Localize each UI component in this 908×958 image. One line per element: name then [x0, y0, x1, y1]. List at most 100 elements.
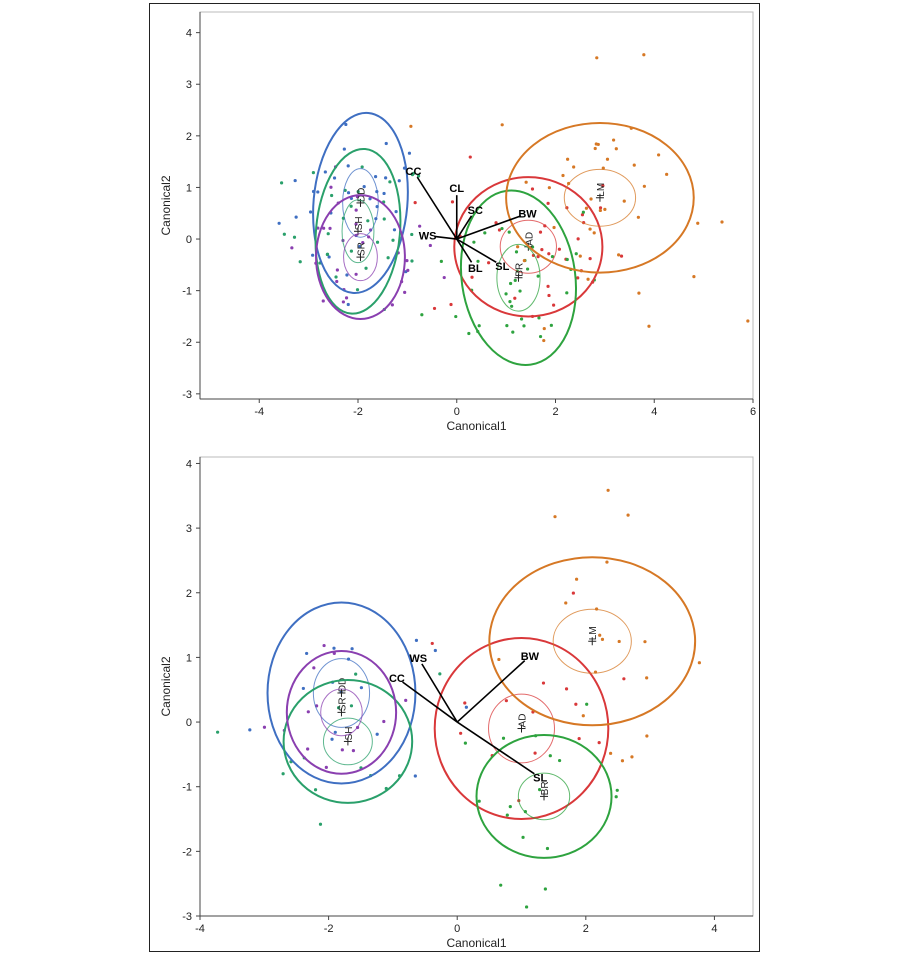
- y-tick-label: 1: [186, 182, 192, 194]
- mean-ellipse-br: [517, 772, 571, 821]
- data-point: [595, 56, 599, 60]
- data-point: [565, 257, 569, 262]
- density-ellipse-lm: [488, 556, 697, 727]
- y-tick-label: 0: [186, 234, 192, 246]
- data-point: [416, 174, 421, 178]
- data-point: [325, 252, 330, 256]
- data-point: [354, 208, 358, 212]
- x-tick-label: 2: [552, 406, 558, 418]
- data-point: [642, 184, 646, 188]
- data-point: [477, 799, 481, 803]
- density-ellipse-dd: [312, 111, 409, 294]
- mean-ellipse-ad: [488, 693, 555, 764]
- data-point: [386, 256, 390, 260]
- plot-area: [199, 456, 754, 917]
- data-point: [404, 698, 408, 702]
- data-point: [322, 226, 326, 230]
- y-axis-title: Canonical2: [159, 656, 173, 716]
- data-point: [450, 200, 455, 204]
- data-point: [277, 221, 281, 225]
- data-point: [483, 231, 487, 235]
- data-point: [349, 249, 354, 253]
- data-point: [308, 210, 313, 214]
- data-point: [557, 758, 562, 763]
- mean-ellipse-sr: [320, 688, 363, 737]
- data-point: [564, 687, 569, 691]
- data-point: [589, 197, 593, 201]
- data-point: [561, 173, 565, 178]
- data-point: [615, 788, 619, 792]
- data-point: [513, 296, 517, 300]
- data-point: [313, 788, 318, 792]
- data-point: [327, 255, 331, 259]
- biplot-ray-sl: [456, 238, 497, 263]
- y-tick-label: 4: [186, 458, 192, 470]
- density-ellipse-sh: [314, 147, 402, 315]
- data-point: [321, 299, 325, 303]
- data-point: [612, 138, 616, 142]
- data-point: [351, 749, 356, 753]
- biplot-ray-bl: [456, 238, 473, 263]
- biplot-ray-ws: [421, 663, 458, 723]
- data-point: [403, 290, 407, 294]
- data-point: [665, 172, 669, 176]
- data-point: [358, 244, 362, 249]
- y-tick-label: -2: [182, 337, 192, 349]
- mean-ellipse-lm: [563, 168, 637, 227]
- y-axis-title: Canonical2: [159, 175, 173, 235]
- data-point: [576, 276, 580, 280]
- data-point: [346, 164, 350, 168]
- data-point: [384, 141, 388, 146]
- biplot-ray-sc: [456, 215, 473, 240]
- data-point: [553, 515, 557, 519]
- data-point: [382, 191, 386, 196]
- data-point: [293, 178, 297, 183]
- data-point: [334, 275, 338, 279]
- x-tick-label: 0: [454, 923, 460, 935]
- data-point: [332, 176, 337, 180]
- data-point: [509, 281, 513, 286]
- data-point: [373, 175, 378, 179]
- canonical-plots: -4 -2 0 2 4 6 -3 -2 -1 0 1 2 3 4 Canonical1 Canonical2 D…: [159, 11, 756, 950]
- data-point: [410, 232, 414, 237]
- biplot-label-sl: SL: [495, 261, 509, 273]
- data-point: [439, 259, 443, 263]
- data-point: [510, 304, 514, 308]
- data-point: [603, 207, 607, 212]
- data-point: [504, 292, 508, 296]
- data-point: [330, 737, 334, 741]
- group-label-lm: LM: [596, 183, 607, 197]
- data-point: [463, 741, 467, 745]
- data-point: [409, 124, 413, 128]
- mean-ellipse-ad: [499, 219, 557, 274]
- data-point: [354, 222, 358, 226]
- data-point: [514, 250, 519, 254]
- data-point: [580, 213, 585, 217]
- data-point: [279, 181, 284, 185]
- data-point: [598, 633, 602, 637]
- x-axis-title: Canonical1: [446, 419, 506, 433]
- data-point: [282, 232, 286, 236]
- data-point: [588, 257, 592, 261]
- data-point: [516, 245, 520, 249]
- data-point: [463, 701, 467, 705]
- data-point: [598, 208, 602, 213]
- y-tick-label: 2: [186, 588, 192, 600]
- data-point: [388, 180, 392, 184]
- data-point: [521, 835, 525, 839]
- data-point: [413, 774, 417, 778]
- mean-ellipse-lm: [552, 608, 632, 674]
- data-point: [546, 201, 550, 205]
- data-point: [341, 300, 345, 304]
- biplot-label-bw: BW: [518, 208, 537, 220]
- data-point: [500, 226, 504, 231]
- data-point: [622, 677, 626, 681]
- points: [216, 488, 701, 909]
- data-point: [311, 253, 315, 257]
- data-point: [538, 787, 542, 792]
- data-point: [545, 846, 550, 851]
- data-point: [524, 180, 528, 184]
- data-point: [696, 221, 700, 225]
- data-point: [459, 731, 463, 735]
- x-tick-label: 2: [583, 923, 589, 935]
